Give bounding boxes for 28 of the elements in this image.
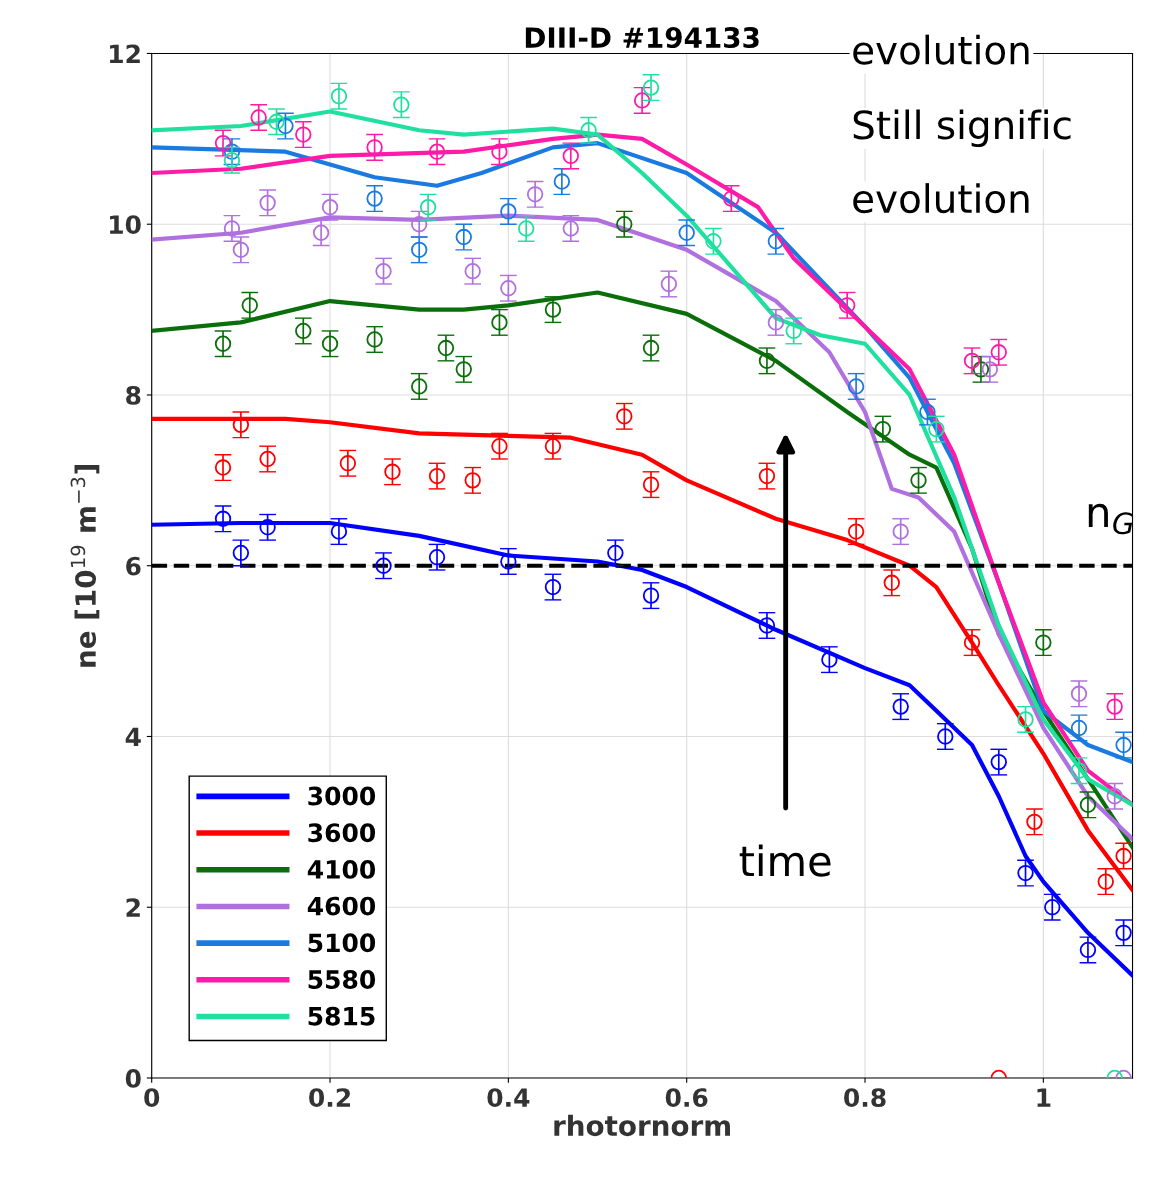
legend-label: 5580 xyxy=(308,970,376,989)
y-tick-label: 2 xyxy=(126,898,140,917)
x-tick-label: 0.4 xyxy=(487,1088,530,1108)
annotation: n$_{G}$ xyxy=(1088,503,1133,535)
annotation: time xyxy=(739,844,831,877)
x-tick-label: 1 xyxy=(1037,1088,1051,1107)
annotation: Still signific xyxy=(853,109,1071,148)
legend-label: 3000 xyxy=(308,786,376,806)
annotation: evolution xyxy=(853,183,1029,214)
y-tick-label: 6 xyxy=(126,556,141,576)
chart-title: DIII-D #194133 xyxy=(525,27,759,49)
y-axis-title: ne [10$^{19}$ m$^{−3}$] xyxy=(70,465,100,667)
legend-label: 3600 xyxy=(308,823,376,843)
x-tick-label: 0 xyxy=(144,1088,160,1108)
legend-label: 5100 xyxy=(308,933,376,953)
y-tick-label: 12 xyxy=(110,44,140,63)
annotation: evolution xyxy=(853,34,1029,65)
legend-label: 5815 xyxy=(308,1006,375,1026)
x-tick-label: 0.8 xyxy=(844,1088,886,1108)
x-tick-label: 0.6 xyxy=(665,1088,708,1108)
y-tick-label: 8 xyxy=(126,385,141,405)
legend-label: 4100 xyxy=(307,859,376,879)
legend-label: 4600 xyxy=(307,896,376,916)
x-tick-label: 0.2 xyxy=(309,1088,350,1108)
y-tick-label: 0 xyxy=(125,1068,141,1088)
y-tick-label: 4 xyxy=(125,727,141,746)
y-tick-label: 10 xyxy=(110,215,141,235)
x-axis-title: rhotornorm xyxy=(554,1114,730,1137)
